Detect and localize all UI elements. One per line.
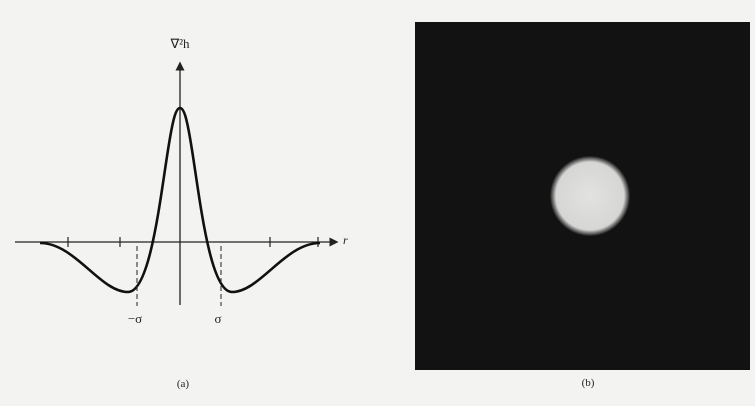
panel-a: ∇²h r −σ σ (a) bbox=[15, 36, 348, 390]
neg-sigma-label: −σ bbox=[128, 311, 142, 326]
figure: ∇²h r −σ σ (a) (b) bbox=[0, 0, 755, 401]
caption: (b) bbox=[582, 377, 595, 389]
bright-disc bbox=[550, 156, 630, 236]
panel-b: (b) bbox=[415, 22, 750, 389]
sigma-label: σ bbox=[214, 311, 221, 326]
x-axis-label: r bbox=[343, 233, 348, 247]
y-axis-label: ∇²h bbox=[169, 36, 190, 51]
caption: (a) bbox=[177, 378, 190, 390]
page: {"panel_a": {"y_axis_label": "∇²h", "x_a… bbox=[0, 0, 755, 401]
